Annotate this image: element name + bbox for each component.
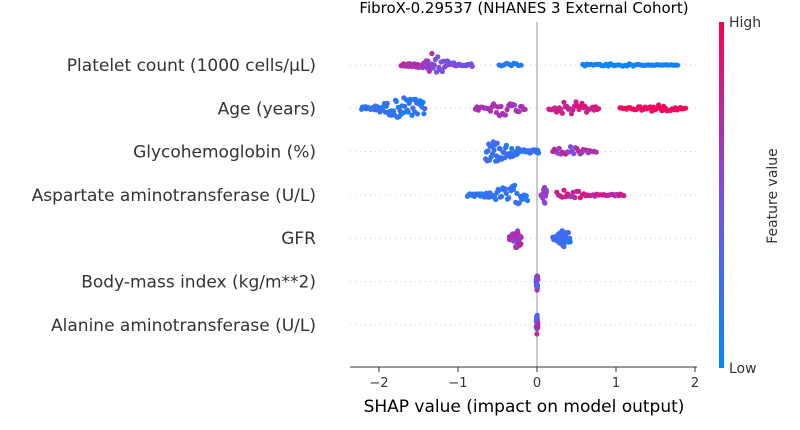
shap-point [534, 282, 541, 288]
shap-point [409, 112, 415, 118]
shap-point [503, 190, 509, 196]
shap-point [498, 103, 504, 110]
feature-label: GFR [281, 229, 316, 249]
shap-point [494, 140, 500, 146]
shap-point [499, 193, 505, 200]
feature-label: Alanine aminotransferase (U/L) [51, 316, 316, 336]
shap-point [414, 111, 421, 117]
shap-point [568, 111, 575, 117]
shap-point [420, 99, 426, 105]
shap-point [435, 54, 441, 60]
shap-point [518, 234, 524, 240]
shap-point [516, 200, 522, 206]
shap-point [502, 112, 509, 118]
shap-point [509, 146, 515, 152]
shap-point [534, 331, 540, 337]
shap-point [405, 109, 411, 115]
shap-point [572, 194, 578, 201]
shap-point [487, 108, 494, 114]
shap-point [561, 99, 567, 105]
x-axis-label: SHAP value (impact on model output) [364, 397, 685, 417]
shap-point [567, 239, 573, 245]
shap-point [518, 241, 524, 247]
feature-label: Glycohemoglobin (%) [133, 143, 316, 163]
shap-point [502, 186, 508, 192]
shap-point [543, 189, 550, 195]
shap-point [516, 109, 522, 115]
x-tick-label: 1 [612, 376, 620, 391]
shap-point [565, 230, 572, 236]
shap-point [523, 193, 529, 199]
shap-point [559, 110, 566, 116]
shap-point [402, 103, 408, 109]
shap-point [469, 63, 475, 69]
shap-point [503, 142, 509, 148]
shap-point [556, 145, 562, 151]
x-axis-ticks: −2 −1 0 1 2 [369, 367, 699, 391]
shap-point [524, 197, 531, 204]
colorbar [719, 22, 724, 368]
shap-point [571, 151, 577, 157]
feature-label: Body-mass index (kg/m**2) [81, 273, 316, 293]
shap-point [514, 190, 520, 196]
shap-point [421, 111, 427, 117]
shap-point [393, 98, 399, 105]
x-tick-label: −2 [369, 376, 388, 391]
shap-point [542, 200, 548, 206]
feature-label: Aspartate aminotransferase (U/L) [32, 186, 316, 206]
colorbar-low-label: Low [729, 361, 757, 377]
shap-point [575, 188, 582, 194]
shap-point [485, 148, 491, 154]
x-tick-label: 2 [691, 376, 699, 391]
feature-labels: Platelet count (1000 cells/µL) Age (years… [32, 56, 317, 336]
x-tick-label: −1 [448, 376, 467, 391]
shap-point [491, 147, 497, 153]
colorbar-high-label: High [729, 15, 761, 31]
shap-point [522, 106, 528, 112]
shap-point [391, 108, 397, 114]
shap-points [359, 50, 689, 337]
shap-point [511, 102, 518, 108]
shap-point [501, 149, 507, 155]
shap-point [535, 276, 541, 282]
x-tick-label: 0 [533, 376, 541, 391]
shap-point [558, 106, 564, 112]
shap-point [675, 62, 681, 68]
shap-point [621, 193, 627, 199]
shap-point [422, 106, 428, 112]
shap-point [504, 107, 510, 113]
shap-point [535, 321, 541, 327]
shap-point [506, 195, 512, 201]
shap-point [682, 105, 689, 111]
shap-point [431, 62, 437, 68]
shap-point [493, 196, 499, 203]
shap-point [518, 62, 524, 68]
shap-point [429, 50, 435, 57]
shap-point [567, 144, 574, 150]
shap-point [511, 182, 518, 188]
shap-point [497, 146, 503, 152]
feature-label: Platelet count (1000 cells/µL) [67, 56, 316, 76]
shap-point [536, 150, 542, 156]
chart-title: FibroX-0.29537 (NHANES 3 External Cohort… [359, 0, 688, 17]
shap-point [510, 186, 516, 192]
feature-label: Age (years) [218, 99, 316, 119]
shap-point [561, 187, 567, 193]
shap-point [439, 68, 445, 75]
shap-point [384, 100, 390, 106]
shap-point [573, 99, 579, 105]
shap-point [596, 106, 602, 112]
shap-point [593, 149, 599, 155]
colorbar-title: Feature value [765, 148, 781, 244]
